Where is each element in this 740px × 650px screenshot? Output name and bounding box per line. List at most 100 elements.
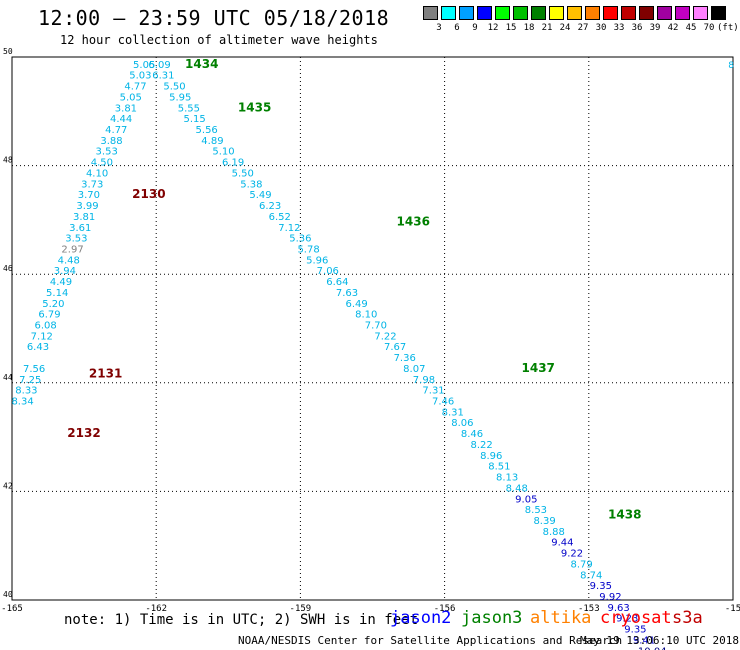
data-point-label: 9.05 — [515, 494, 537, 505]
data-point-label: 8.79 — [570, 559, 592, 570]
data-point-label: 8.34 — [11, 397, 33, 408]
colorbar-label: 33 — [613, 23, 625, 33]
colorbar-label: 24 — [559, 23, 571, 33]
data-point-label: 8.22 — [470, 440, 492, 451]
data-point-label: 5.38 — [240, 179, 262, 190]
legend-jason3: jason3 — [461, 608, 523, 628]
colorbar-label: 70 — [703, 23, 715, 33]
colorbar-swatch — [567, 6, 582, 20]
colorbar-label: 15 — [505, 23, 517, 33]
colorbar-swatch — [639, 6, 654, 20]
colorbar-swatch — [657, 6, 672, 20]
data-point-label: 8.46 — [461, 429, 483, 440]
y-tick-label: 48 — [3, 156, 13, 165]
timestamp: May 19 13:06:10 UTC 2018 — [580, 634, 739, 647]
data-point-label: 8.48 — [506, 483, 528, 494]
data-point-label: 8.53 — [525, 505, 547, 516]
colorbar-swatch — [621, 6, 636, 20]
data-point-label: 3.61 — [69, 223, 91, 234]
data-point-label: 8.39 — [533, 516, 555, 527]
data-point-label: 3.73 — [81, 179, 103, 190]
colorbar-label: 18 — [523, 23, 535, 33]
colorbar-label: (ft) — [717, 23, 739, 33]
data-point-label: 8.88 — [543, 527, 565, 538]
colorbar-label: 12 — [487, 23, 499, 33]
data-point-label: 5.15 — [184, 114, 206, 125]
data-point-label: 9.63 — [607, 603, 629, 614]
colorbar-swatch — [423, 6, 438, 20]
data-point-label: 9.23 — [616, 614, 638, 625]
chart-title: 12:00 – 23:59 UTC 05/18/2018 — [38, 6, 390, 30]
data-point-label: 7.25 — [19, 375, 41, 386]
y-tick-label: 44 — [3, 373, 13, 382]
colorbar-swatch — [693, 6, 708, 20]
data-point-label: 5.36 — [289, 234, 311, 245]
data-point-label: 7.31 — [422, 386, 444, 397]
y-tick-label: 42 — [3, 481, 13, 490]
colorbar-label: 36 — [631, 23, 643, 33]
data-point-label: 5.10 — [212, 147, 234, 158]
y-tick-label: 40 — [3, 590, 13, 599]
edge-point-label: 8 — [728, 61, 734, 71]
colorbar-swatch — [495, 6, 510, 20]
plot-frame — [11, 56, 734, 601]
legend-cryosat: cryosat — [600, 608, 672, 628]
time-label: 1438 — [608, 508, 641, 522]
colorbar-label: 27 — [577, 23, 589, 33]
credit-text: NOAA/NESDIS Center for Satellite Applica… — [238, 634, 623, 647]
legend-altika: altika — [530, 608, 592, 628]
data-point-label: 3.99 — [76, 201, 98, 212]
colorbar-swatch — [675, 6, 690, 20]
data-point-label: 9.22 — [561, 549, 583, 560]
data-point-label: 7.70 — [365, 321, 387, 332]
data-point-label: 7.12 — [31, 331, 53, 342]
colorbar-swatch — [531, 6, 546, 20]
colorbar-label: 30 — [595, 23, 607, 33]
data-point-label: 8.06 — [451, 418, 473, 429]
x-tick-label: -159 — [290, 604, 312, 614]
time-label: 1436 — [397, 214, 430, 228]
data-point-label: 6.08 — [35, 321, 57, 332]
data-point-label: 7.06 — [317, 266, 339, 277]
data-point-label: 3.53 — [96, 147, 118, 158]
data-point-label: 8.33 — [15, 386, 37, 397]
data-point-label: 5.55 — [178, 103, 200, 114]
colorbar-swatch — [513, 6, 528, 20]
data-point-label: 7.98 — [413, 375, 435, 386]
data-point-label: 9.35 — [624, 625, 646, 636]
data-point-label: 7.67 — [384, 342, 406, 353]
chart-subtitle: 12 hour collection of altimeter wave hei… — [60, 33, 378, 47]
x-tick-label: -165 — [1, 604, 23, 614]
x-tick-label: -153 — [578, 604, 600, 614]
data-point-label: 10.04 — [638, 646, 667, 650]
colorbar-swatch — [603, 6, 618, 20]
colorbar-label: 3 — [436, 23, 442, 33]
data-point-label: 5.49 — [249, 190, 271, 201]
colorbar-label: 45 — [685, 23, 697, 33]
data-point-label: 4.77 — [105, 125, 127, 136]
data-point-label: 5.03 — [129, 71, 151, 82]
time-label: 2131 — [89, 366, 122, 380]
data-point-label: 3.88 — [100, 136, 122, 147]
data-point-label: 5.78 — [297, 244, 319, 255]
data-point-label: 6.09 — [148, 60, 170, 71]
colorbar-swatch — [441, 6, 456, 20]
data-point-label: 4.89 — [201, 136, 223, 147]
data-point-label: 3.81 — [73, 212, 95, 223]
data-point-label: 9.92 — [599, 592, 621, 603]
colorbar-swatch — [459, 6, 474, 20]
colorbar-swatch — [585, 6, 600, 20]
data-point-label: 8.07 — [403, 364, 425, 375]
data-point-label: 8.51 — [488, 462, 510, 473]
legend-jason2: jason2 — [390, 608, 452, 628]
time-label: 2130 — [132, 187, 165, 201]
data-point-label: 7.12 — [278, 223, 300, 234]
data-point-label: 7.22 — [374, 331, 396, 342]
data-point-label: 5.95 — [169, 92, 191, 103]
data-point-label: 8.96 — [480, 451, 502, 462]
y-tick-label: 46 — [3, 264, 13, 273]
time-label: 1435 — [238, 100, 271, 114]
x-tick-label: -162 — [145, 604, 167, 614]
data-point-label: 4.77 — [124, 82, 146, 93]
